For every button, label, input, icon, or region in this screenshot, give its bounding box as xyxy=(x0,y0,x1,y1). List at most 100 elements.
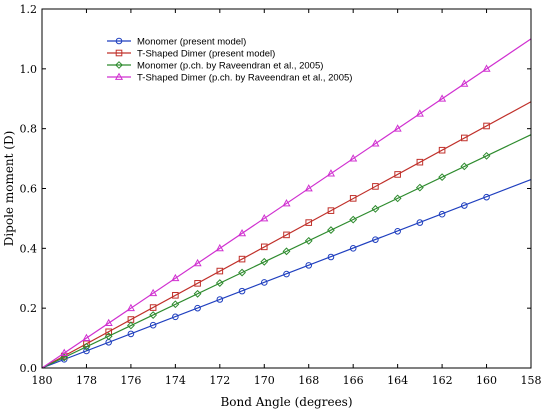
data-point xyxy=(460,162,469,171)
data-point xyxy=(149,311,158,319)
data-point xyxy=(260,243,268,251)
data-point xyxy=(149,288,158,297)
data-point xyxy=(394,171,401,178)
data-point xyxy=(304,184,313,192)
legend-item: Monomer (present model) xyxy=(107,37,246,48)
data-point xyxy=(216,296,224,303)
data-point xyxy=(127,330,135,338)
data-point xyxy=(216,267,224,275)
legend-item: T-Shaped Dimer (p.ch. by Raveendran et a… xyxy=(107,73,352,84)
series-line xyxy=(41,178,532,369)
data-point xyxy=(327,253,335,261)
y-tick-label: 1.2 xyxy=(20,3,38,16)
data-point xyxy=(282,199,291,207)
legend-marker xyxy=(115,49,123,57)
data-point xyxy=(149,321,157,329)
data-point xyxy=(461,134,468,142)
data-point xyxy=(393,124,402,132)
data-point xyxy=(83,347,90,355)
data-point xyxy=(483,122,490,130)
data-point xyxy=(305,219,313,226)
data-point xyxy=(283,231,290,239)
data-point xyxy=(438,94,447,102)
legend-label: T-Shaped Dimer (present model) xyxy=(137,49,275,60)
data-point xyxy=(149,304,157,311)
data-point xyxy=(371,139,380,147)
data-point xyxy=(304,236,313,245)
x-tick-label: 162 xyxy=(432,374,453,387)
data-point xyxy=(327,226,335,234)
series-4 xyxy=(41,38,532,369)
data-point xyxy=(326,169,336,177)
legend-label: T-Shaped Dimer (p.ch. by Raveendran et a… xyxy=(137,73,352,84)
data-point xyxy=(215,279,224,287)
data-point xyxy=(127,321,135,330)
legend-item: Monomer (p.ch. by Raveendran et al., 200… xyxy=(107,61,323,72)
legend-marker xyxy=(114,72,124,80)
series-line xyxy=(41,38,532,369)
y-axis-title: Dipole moment (D) xyxy=(2,131,16,247)
data-point xyxy=(482,64,491,72)
data-point xyxy=(172,313,179,321)
data-point xyxy=(172,292,179,299)
data-point xyxy=(461,202,468,209)
series-layer xyxy=(41,38,532,369)
data-point xyxy=(438,173,446,182)
data-point xyxy=(371,204,380,213)
data-point xyxy=(349,154,358,162)
y-tick-label: 0.8 xyxy=(20,123,38,136)
y-axis-ticks: 0.0 0.2 0.4 0.6 0.8 1.0 1.2 xyxy=(20,3,531,375)
data-point xyxy=(82,333,91,341)
data-point xyxy=(215,243,224,252)
data-point xyxy=(305,262,313,269)
series-line xyxy=(41,101,532,369)
x-axis-title: Bond Angle (degrees) xyxy=(220,395,352,409)
data-point xyxy=(372,236,379,243)
data-point xyxy=(194,304,201,312)
data-point xyxy=(105,328,112,336)
data-point xyxy=(60,353,69,362)
data-point xyxy=(260,213,269,222)
series-2 xyxy=(41,101,532,369)
x-tick-label: 168 xyxy=(298,374,319,387)
data-point xyxy=(394,227,401,235)
data-point xyxy=(415,183,424,192)
x-tick-label: 176 xyxy=(120,374,141,387)
data-point xyxy=(260,279,268,286)
data-point xyxy=(349,245,357,252)
data-point xyxy=(126,303,135,312)
data-point xyxy=(372,183,379,190)
data-point xyxy=(171,300,180,309)
data-point xyxy=(82,342,91,351)
data-point xyxy=(415,109,424,117)
data-point xyxy=(438,210,446,218)
data-point xyxy=(282,247,291,256)
data-point xyxy=(237,228,247,237)
x-tick-label: 178 xyxy=(76,374,97,387)
x-tick-label: 166 xyxy=(343,374,364,387)
data-point xyxy=(460,79,469,87)
x-tick-label: 164 xyxy=(387,374,408,387)
legend-marker xyxy=(115,37,123,45)
data-point xyxy=(438,146,446,154)
y-tick-label: 1.0 xyxy=(20,63,38,76)
legend-label: Monomer (present model) xyxy=(137,37,246,48)
data-point xyxy=(193,289,202,298)
legend-marker xyxy=(115,61,123,69)
legend-item: T-Shaped Dimer (present model) xyxy=(107,49,275,60)
data-point xyxy=(60,348,69,356)
series-1 xyxy=(41,178,532,369)
series-line xyxy=(41,134,532,369)
data-point xyxy=(194,280,201,287)
y-tick-label: 0.2 xyxy=(20,302,38,315)
legend-label: Monomer (p.ch. by Raveendran et al., 200… xyxy=(137,61,323,72)
data-point xyxy=(104,332,113,341)
data-point xyxy=(349,215,358,224)
data-point xyxy=(283,270,290,278)
data-point xyxy=(416,219,424,226)
data-point xyxy=(193,258,202,267)
data-point xyxy=(349,195,357,202)
data-point xyxy=(482,151,491,160)
data-point xyxy=(238,268,246,277)
